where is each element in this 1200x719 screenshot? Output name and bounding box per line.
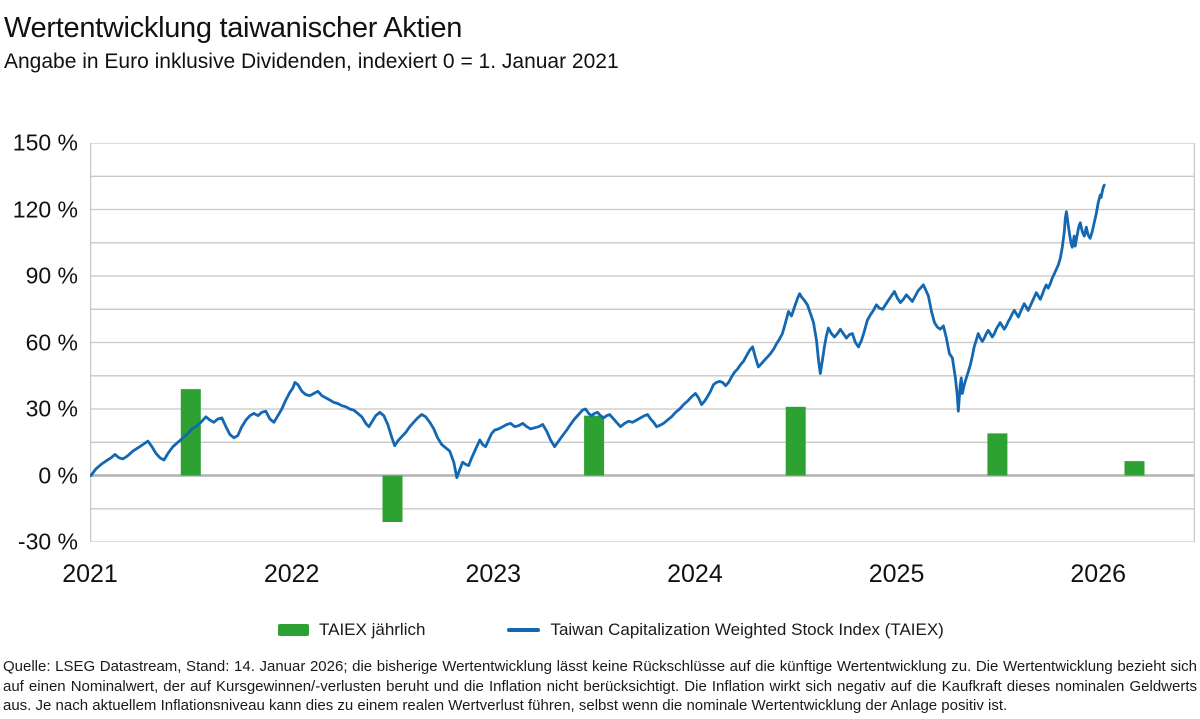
x-tick-label: 2025 [868, 560, 925, 588]
y-tick-label: 90 % [25, 262, 78, 289]
x-tick-label: 2022 [263, 560, 320, 588]
taiex-yearly-bar [180, 389, 201, 476]
y-tick-label: 30 % [25, 395, 78, 422]
x-axis-labels: 2021 2022 2023 2024 2025 2026 [0, 560, 1200, 590]
legend-item-line: Taiwan Capitalization Weighted Stock Ind… [507, 620, 944, 640]
x-tick-label: 2023 [465, 560, 522, 588]
y-tick-label: 150 % [12, 129, 78, 156]
y-tick-label: 0 % [38, 462, 78, 488]
chart-title: Wertentwicklung taiwanischer Aktien [4, 12, 463, 44]
chart-subtitle: Angabe in Euro inklusive Dividenden, ind… [4, 50, 619, 74]
x-tick-label: 2021 [62, 560, 118, 588]
plot-svg [90, 143, 1195, 542]
taiex-yearly-bar [1124, 461, 1145, 476]
source-disclaimer: Quelle: LSEG Datastream, Stand: 14. Janu… [3, 658, 1197, 714]
x-tick-label: 2024 [667, 560, 723, 588]
y-tick-label: -30 % [17, 528, 78, 555]
y-tick-label: 60 % [25, 329, 78, 355]
legend: TAIEX jährlich Taiwan Capitalization Wei… [278, 617, 944, 643]
legend-line-label: Taiwan Capitalization Weighted Stock Ind… [550, 620, 944, 639]
y-axis-labels: 150 % 120 % 90 % 60 % 30 % 0 % -30 % [0, 0, 78, 600]
legend-bar-label: TAIEX jährlich [319, 620, 426, 639]
line-swatch-icon [507, 628, 541, 632]
x-tick-label: 2026 [1070, 560, 1127, 588]
taiex-yearly-bar [584, 415, 605, 476]
plot-area [90, 143, 1195, 542]
chart-header: Wertentwicklung taiwanischer Aktien Anga… [4, 12, 1194, 74]
taiex-yearly-bar [785, 406, 806, 476]
taiex-yearly-bar [382, 475, 403, 522]
bar-swatch-icon [278, 624, 309, 636]
taiex-line [90, 183, 1106, 480]
legend-item-bars: TAIEX jährlich [278, 620, 425, 640]
y-tick-label: 120 % [12, 196, 78, 222]
taiex-yearly-bar [987, 433, 1008, 476]
